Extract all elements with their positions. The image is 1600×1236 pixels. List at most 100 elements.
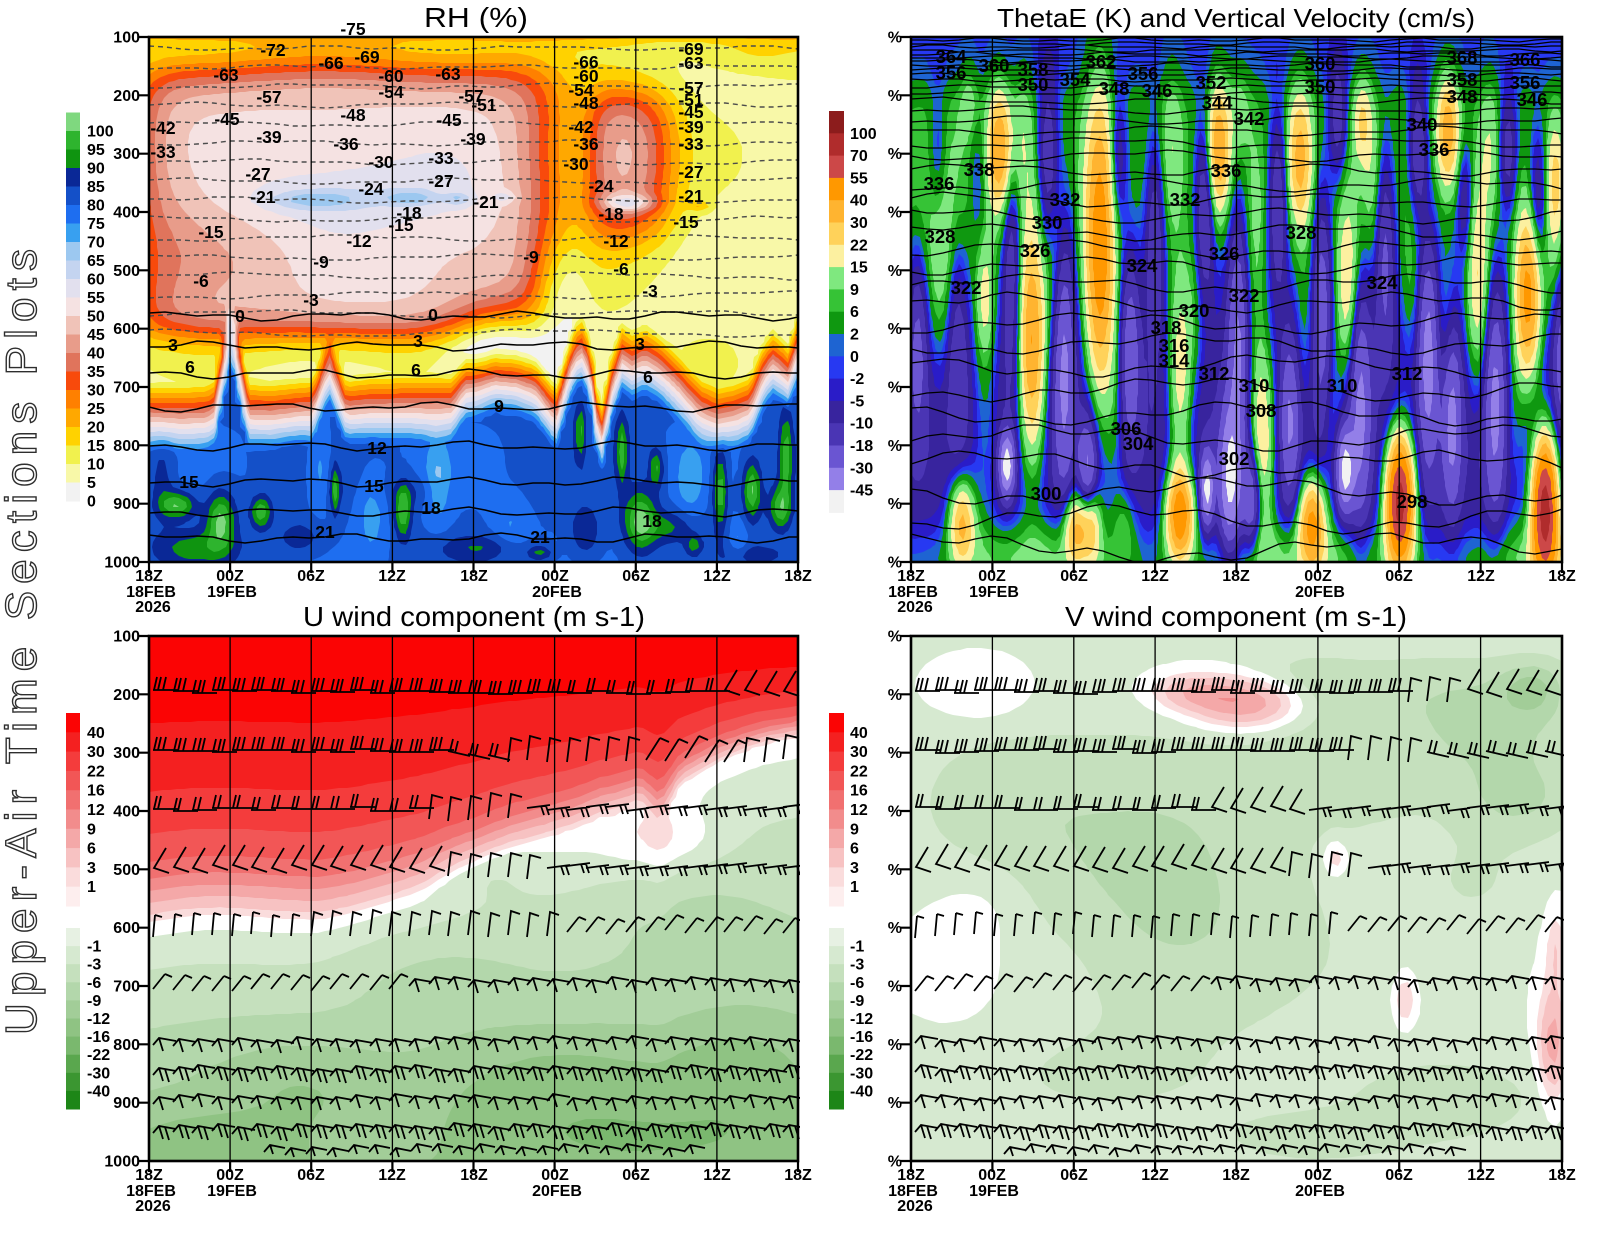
svg-text:-6: -6 bbox=[193, 271, 209, 291]
svg-text:55: 55 bbox=[850, 170, 868, 187]
svg-text:00Z: 00Z bbox=[541, 1167, 569, 1184]
svg-text:%: % bbox=[888, 380, 902, 397]
svg-text:-15: -15 bbox=[198, 222, 224, 242]
svg-text:90: 90 bbox=[87, 161, 105, 178]
svg-text:12Z: 12Z bbox=[1467, 1167, 1495, 1184]
svg-text:-66: -66 bbox=[573, 52, 599, 72]
svg-text:06Z: 06Z bbox=[1060, 1167, 1088, 1184]
svg-text:18Z: 18Z bbox=[1222, 568, 1250, 585]
svg-text:20: 20 bbox=[87, 420, 105, 437]
svg-text:%: % bbox=[888, 862, 902, 879]
svg-text:298: 298 bbox=[1397, 491, 1428, 512]
svg-text:700: 700 bbox=[113, 380, 140, 397]
svg-text:50: 50 bbox=[87, 309, 105, 326]
svg-text:3: 3 bbox=[413, 331, 423, 351]
svg-text:15: 15 bbox=[179, 472, 199, 492]
svg-text:100: 100 bbox=[850, 126, 877, 143]
svg-text:500: 500 bbox=[113, 263, 140, 280]
svg-text:800: 800 bbox=[113, 438, 140, 455]
svg-text:1: 1 bbox=[850, 879, 859, 896]
svg-text:356: 356 bbox=[1128, 63, 1159, 84]
svg-text:332: 332 bbox=[1050, 189, 1081, 210]
svg-text:25: 25 bbox=[87, 401, 105, 418]
svg-text:-66: -66 bbox=[318, 53, 344, 73]
svg-text:18: 18 bbox=[421, 498, 441, 518]
svg-text:45: 45 bbox=[87, 327, 105, 344]
svg-text:%: % bbox=[888, 1037, 902, 1054]
svg-text:12: 12 bbox=[367, 438, 387, 458]
svg-text:%: % bbox=[888, 629, 902, 646]
svg-text:00Z: 00Z bbox=[541, 568, 569, 585]
svg-text:19FEB: 19FEB bbox=[969, 1183, 1019, 1200]
svg-text:00Z: 00Z bbox=[216, 1167, 244, 1184]
svg-text:U wind component (m s-1): U wind component (m s-1) bbox=[303, 601, 645, 632]
svg-text:95: 95 bbox=[87, 142, 105, 159]
svg-text:2026: 2026 bbox=[897, 1198, 933, 1215]
svg-text:-21: -21 bbox=[473, 192, 499, 212]
svg-text:30: 30 bbox=[87, 383, 105, 400]
svg-text:%: % bbox=[888, 496, 902, 513]
svg-text:100: 100 bbox=[87, 124, 114, 141]
svg-text:100: 100 bbox=[113, 30, 140, 47]
svg-text:6: 6 bbox=[411, 360, 421, 380]
svg-text:40: 40 bbox=[87, 725, 105, 742]
svg-text:12Z: 12Z bbox=[1467, 568, 1495, 585]
svg-text:-36: -36 bbox=[333, 134, 359, 154]
svg-text:322: 322 bbox=[1229, 285, 1260, 306]
svg-text:368: 368 bbox=[1447, 47, 1478, 68]
svg-text:-3: -3 bbox=[850, 957, 864, 974]
svg-text:316: 316 bbox=[1159, 335, 1190, 356]
svg-text:350: 350 bbox=[1018, 74, 1049, 95]
svg-text:336: 336 bbox=[924, 173, 955, 194]
svg-text:18Z: 18Z bbox=[460, 568, 488, 585]
svg-text:6: 6 bbox=[850, 841, 859, 858]
svg-text:900: 900 bbox=[113, 496, 140, 513]
svg-text:18Z: 18Z bbox=[1548, 1167, 1576, 1184]
svg-text:350: 350 bbox=[1305, 76, 1336, 97]
svg-text:-3: -3 bbox=[87, 957, 101, 974]
svg-text:-57: -57 bbox=[458, 86, 483, 106]
svg-text:336: 336 bbox=[1211, 160, 1242, 181]
svg-text:-27: -27 bbox=[428, 171, 453, 191]
svg-text:300: 300 bbox=[113, 745, 140, 762]
svg-text:-63: -63 bbox=[213, 65, 239, 85]
svg-text:1000: 1000 bbox=[104, 1154, 140, 1171]
svg-text:%: % bbox=[888, 804, 902, 821]
svg-text:18Z: 18Z bbox=[460, 1167, 488, 1184]
svg-text:-63: -63 bbox=[678, 53, 704, 73]
svg-text:362: 362 bbox=[1086, 51, 1117, 72]
svg-text:360: 360 bbox=[979, 55, 1010, 76]
svg-text:-51: -51 bbox=[678, 90, 704, 110]
svg-text:330: 330 bbox=[1032, 212, 1063, 233]
svg-text:356: 356 bbox=[936, 62, 967, 83]
svg-text:%: % bbox=[888, 1154, 902, 1171]
svg-text:-33: -33 bbox=[678, 134, 704, 154]
svg-text:348: 348 bbox=[1447, 86, 1478, 107]
svg-text:18Z: 18Z bbox=[897, 1167, 925, 1184]
svg-text:-22: -22 bbox=[850, 1047, 873, 1064]
svg-text:10: 10 bbox=[87, 457, 105, 474]
svg-text:00Z: 00Z bbox=[1304, 568, 1332, 585]
svg-text:6: 6 bbox=[87, 841, 96, 858]
svg-text:-36: -36 bbox=[573, 134, 599, 154]
svg-text:-40: -40 bbox=[87, 1083, 110, 1100]
svg-text:06Z: 06Z bbox=[297, 1167, 325, 1184]
svg-text:344: 344 bbox=[1202, 92, 1234, 113]
svg-text:%: % bbox=[888, 438, 902, 455]
svg-text:22: 22 bbox=[850, 763, 868, 780]
svg-text:-27: -27 bbox=[245, 164, 270, 184]
svg-text:00Z: 00Z bbox=[1304, 1167, 1332, 1184]
svg-text:900: 900 bbox=[113, 1095, 140, 1112]
svg-text:324: 324 bbox=[1127, 255, 1159, 276]
svg-text:%: % bbox=[888, 1095, 902, 1112]
svg-text:-27: -27 bbox=[678, 162, 703, 182]
svg-text:00Z: 00Z bbox=[978, 1167, 1006, 1184]
svg-text:400: 400 bbox=[113, 205, 140, 222]
svg-text:302: 302 bbox=[1219, 448, 1250, 469]
svg-text:-48: -48 bbox=[340, 105, 366, 125]
svg-text:-72: -72 bbox=[260, 40, 286, 60]
svg-text:-45: -45 bbox=[678, 102, 704, 122]
svg-text:600: 600 bbox=[113, 321, 140, 338]
svg-text:-12: -12 bbox=[603, 231, 629, 251]
svg-text:60: 60 bbox=[87, 272, 105, 289]
